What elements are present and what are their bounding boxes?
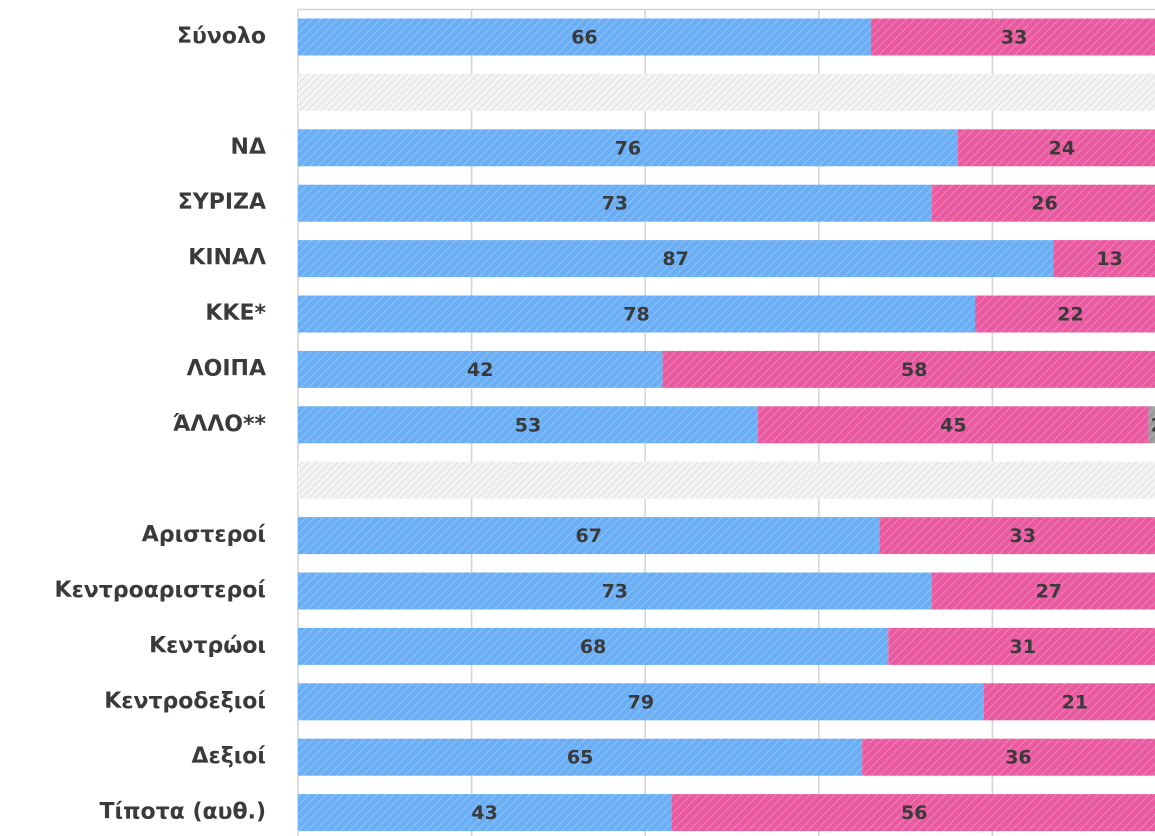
bar-hatch: [888, 627, 1155, 665]
bar-hatch: [298, 406, 759, 444]
category-label: Κεντροαριστεροί: [55, 578, 266, 603]
value-label: 87: [662, 248, 688, 270]
bar-hatch: [1053, 240, 1155, 278]
bar-hatch: [298, 683, 984, 721]
value-label: 24: [1049, 137, 1075, 159]
category-label: ΝΔ: [231, 135, 266, 160]
empty-row: [298, 461, 1155, 499]
value-label: 66: [571, 27, 597, 49]
value-label: 78: [623, 304, 649, 326]
bar-hatch: [298, 794, 672, 832]
bar-hatch: [983, 683, 1155, 721]
value-label: 33: [1010, 525, 1036, 547]
value-label: 79: [628, 691, 654, 713]
value-label: 13: [1096, 248, 1122, 270]
category-label: Κεντροδεξιοί: [104, 689, 266, 714]
value-label: 73: [602, 193, 628, 215]
bar-hatch: [975, 295, 1155, 333]
value-label: 67: [576, 525, 602, 547]
bar-hatch: [931, 572, 1155, 610]
value-label: 31: [1010, 636, 1036, 658]
category-label: Δεξιοί: [191, 744, 266, 769]
bar-hatch: [298, 240, 1054, 278]
category-label: Κεντρώοι: [149, 633, 266, 658]
category-label: ΣΥΡΙΖΑ: [178, 190, 266, 215]
value-label: 2: [1151, 414, 1155, 436]
bar-hatch: [298, 572, 932, 610]
value-label: 22: [1057, 304, 1083, 326]
bar-hatch: [298, 184, 932, 222]
bar-hatch: [862, 738, 1155, 776]
category-label: Αριστεροί: [142, 523, 266, 548]
category-label: Τίποτα (αυθ.): [100, 800, 266, 825]
value-label: 58: [901, 359, 927, 381]
bar-hatch: [298, 350, 663, 388]
bar-hatch: [298, 517, 880, 555]
empty-row: [298, 73, 1155, 111]
bar-hatch: [298, 129, 958, 167]
bar-hatch: [298, 18, 871, 56]
value-label: 45: [940, 414, 966, 436]
value-label: 65: [567, 747, 593, 769]
category-label: Σύνολο: [177, 24, 266, 49]
value-label: 68: [580, 636, 606, 658]
bar-hatch: [662, 350, 1155, 388]
value-label: 56: [901, 802, 927, 824]
bar-hatch: [1148, 406, 1155, 444]
bar-hatch: [298, 738, 863, 776]
value-label: 76: [615, 137, 641, 159]
value-label: 26: [1031, 193, 1057, 215]
value-label: 27: [1036, 581, 1062, 603]
bar-hatch: [879, 517, 1155, 555]
bar-hatch: [957, 129, 1155, 167]
value-label: 21: [1062, 691, 1088, 713]
value-label: 53: [515, 414, 541, 436]
bars: Σύνολο 66 33 ΝΔ 76 24 ΣΥΡΙΖΑ 73 26 ΚΙΝΑΛ 87 13 ΚΚΕ* 7…: [55, 18, 1155, 832]
bar-hatch: [931, 184, 1155, 222]
value-label: 36: [1005, 747, 1031, 769]
bar-hatch: [298, 295, 976, 333]
bar-hatch: [870, 18, 1155, 56]
category-label: ΚΚΕ*: [205, 301, 266, 326]
value-label: 42: [467, 359, 493, 381]
value-label: 43: [471, 802, 497, 824]
category-label: ΆΛΛΟ**: [173, 412, 267, 437]
bar-hatch: [758, 406, 1149, 444]
bar-hatch: [298, 627, 889, 665]
bar-hatch: [671, 794, 1155, 832]
value-label: 33: [1001, 27, 1027, 49]
value-label: 73: [602, 581, 628, 603]
category-label: ΚΙΝΑΛ: [188, 246, 266, 271]
category-label: ΛΟΙΠΑ: [187, 356, 266, 381]
